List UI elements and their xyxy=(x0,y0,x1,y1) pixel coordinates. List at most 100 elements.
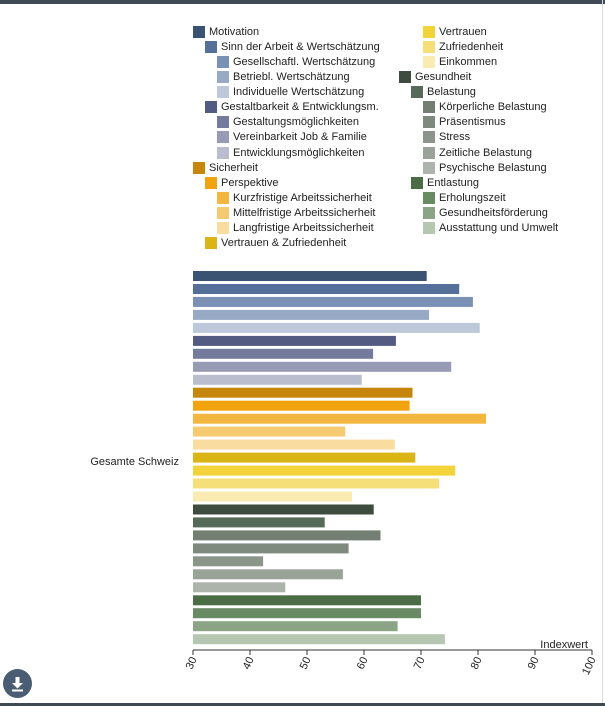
bar xyxy=(193,322,480,333)
legend-item: Gesellschaftl. Wertschätzung xyxy=(217,55,375,69)
legend-item: Präsentismus xyxy=(423,115,506,129)
bar xyxy=(193,374,362,385)
bar xyxy=(193,400,410,411)
legend-label: Perspektive xyxy=(221,177,279,189)
legend-swatch xyxy=(411,86,423,98)
legend-swatch xyxy=(217,207,229,219)
bar xyxy=(193,361,452,372)
legend-label: Gesellschaftl. Wertschätzung xyxy=(233,56,376,68)
bar xyxy=(193,517,325,528)
legend-item: Sicherheit xyxy=(193,161,258,175)
category-label: Gesamte Schweiz xyxy=(90,456,179,468)
legend-swatch xyxy=(217,222,229,234)
legend-label: Gestaltungsmöglichkeiten xyxy=(233,116,359,128)
legend-swatch xyxy=(423,116,435,128)
legend-label: Erholungszeit xyxy=(439,192,506,204)
bar xyxy=(193,348,374,359)
bar xyxy=(193,284,460,294)
legend-item: Zufriedenheit xyxy=(423,40,503,54)
bottom-border xyxy=(0,703,605,706)
legend-label: Sinn der Arbeit & Wertschätzung xyxy=(221,41,380,53)
legend-item: Psychische Belastung xyxy=(423,161,547,175)
x-tick-label: 90 xyxy=(526,655,542,671)
x-tick-label: 50 xyxy=(298,655,314,671)
bar xyxy=(193,335,396,346)
bar xyxy=(193,491,352,502)
bar xyxy=(193,556,264,567)
bar xyxy=(193,309,429,320)
legend-swatch xyxy=(423,41,435,53)
legend-swatch xyxy=(217,86,229,98)
legend-label: Motivation xyxy=(209,26,260,38)
bar xyxy=(193,271,427,281)
legend-item: Sinn der Arbeit & Wertschätzung xyxy=(205,40,380,54)
legend-swatch xyxy=(423,131,435,143)
x-tick-label: 60 xyxy=(355,655,371,671)
right-border xyxy=(602,0,603,706)
legend-swatch xyxy=(399,71,411,83)
x-tick-label: 70 xyxy=(412,655,428,671)
bar xyxy=(193,608,421,619)
legend-label: Individuelle Wertschätzung xyxy=(233,86,365,98)
bar xyxy=(193,595,421,606)
download-button[interactable] xyxy=(3,669,32,698)
x-axis-title: Indexwert xyxy=(540,639,588,651)
legend-swatch xyxy=(205,101,217,113)
bar xyxy=(193,621,398,632)
legend-item: Vertrauen & Zufriedenheit xyxy=(205,236,346,250)
bar xyxy=(193,426,346,437)
legend-swatch xyxy=(423,147,435,159)
legend-label: Gesundheitsförderung xyxy=(439,207,548,219)
bar xyxy=(193,387,413,398)
legend-swatch xyxy=(423,56,435,68)
bar xyxy=(193,543,349,554)
legend-item: Vertrauen xyxy=(423,25,487,39)
x-tick-label: 40 xyxy=(241,655,257,671)
legend-swatch xyxy=(193,26,205,38)
legend-label: Gesundheit xyxy=(415,71,472,83)
legend-item: Gestaltbarkeit & Entwicklungsm. xyxy=(205,100,379,114)
legend-item: Mittelfristige Arbeitssicherheit xyxy=(217,206,375,220)
top-border xyxy=(0,0,605,4)
bar xyxy=(193,452,416,463)
legend-item: Gestaltungsmöglichkeiten xyxy=(217,115,359,129)
legend-swatch xyxy=(205,177,217,189)
legend-item: Einkommen xyxy=(423,55,497,69)
legend-item: Entwicklungsmöglichkeiten xyxy=(217,146,364,160)
legend-label: Zufriedenheit xyxy=(439,41,504,53)
bar xyxy=(193,478,440,489)
bar xyxy=(193,569,343,580)
legend-swatch xyxy=(217,71,229,83)
legend-swatch xyxy=(217,192,229,204)
legend-label: Kurzfristige Arbeitssicherheit xyxy=(233,192,372,204)
legend-label: Entwicklungsmöglichkeiten xyxy=(233,147,365,159)
legend-swatch xyxy=(193,162,205,174)
legend-label: Einkommen xyxy=(439,56,498,68)
legend-label: Gestaltbarkeit & Entwicklungsm. xyxy=(221,101,379,113)
legend-swatch xyxy=(205,237,217,249)
legend-swatch xyxy=(423,162,435,174)
bar xyxy=(193,413,486,424)
legend-item: Kurzfristige Arbeitssicherheit xyxy=(217,191,372,205)
legend-label: Präsentismus xyxy=(439,116,506,128)
legend-item: Zeitliche Belastung xyxy=(423,146,532,160)
legend-swatch xyxy=(423,222,435,234)
legend-swatch xyxy=(423,207,435,219)
legend-swatch xyxy=(423,101,435,113)
x-tick-label: 100 xyxy=(580,655,599,677)
legend-label: Mittelfristige Arbeitssicherheit xyxy=(233,207,376,219)
bar xyxy=(193,439,395,450)
legend-item: Vereinbarkeit Job & Familie xyxy=(217,130,367,144)
legend-swatch xyxy=(423,192,435,204)
legend-label: Zeitliche Belastung xyxy=(439,147,532,159)
x-tick-label: 80 xyxy=(469,655,485,671)
legend-swatch xyxy=(217,131,229,143)
bar xyxy=(193,634,445,645)
legend-item: Langfristige Arbeitssicherheit xyxy=(217,221,374,235)
legend-item: Belastung xyxy=(411,85,476,99)
legend-swatch xyxy=(217,56,229,68)
bar xyxy=(193,296,473,307)
legend-item: Perspektive xyxy=(205,176,278,190)
legend-label: Vertrauen & Zufriedenheit xyxy=(221,237,347,249)
